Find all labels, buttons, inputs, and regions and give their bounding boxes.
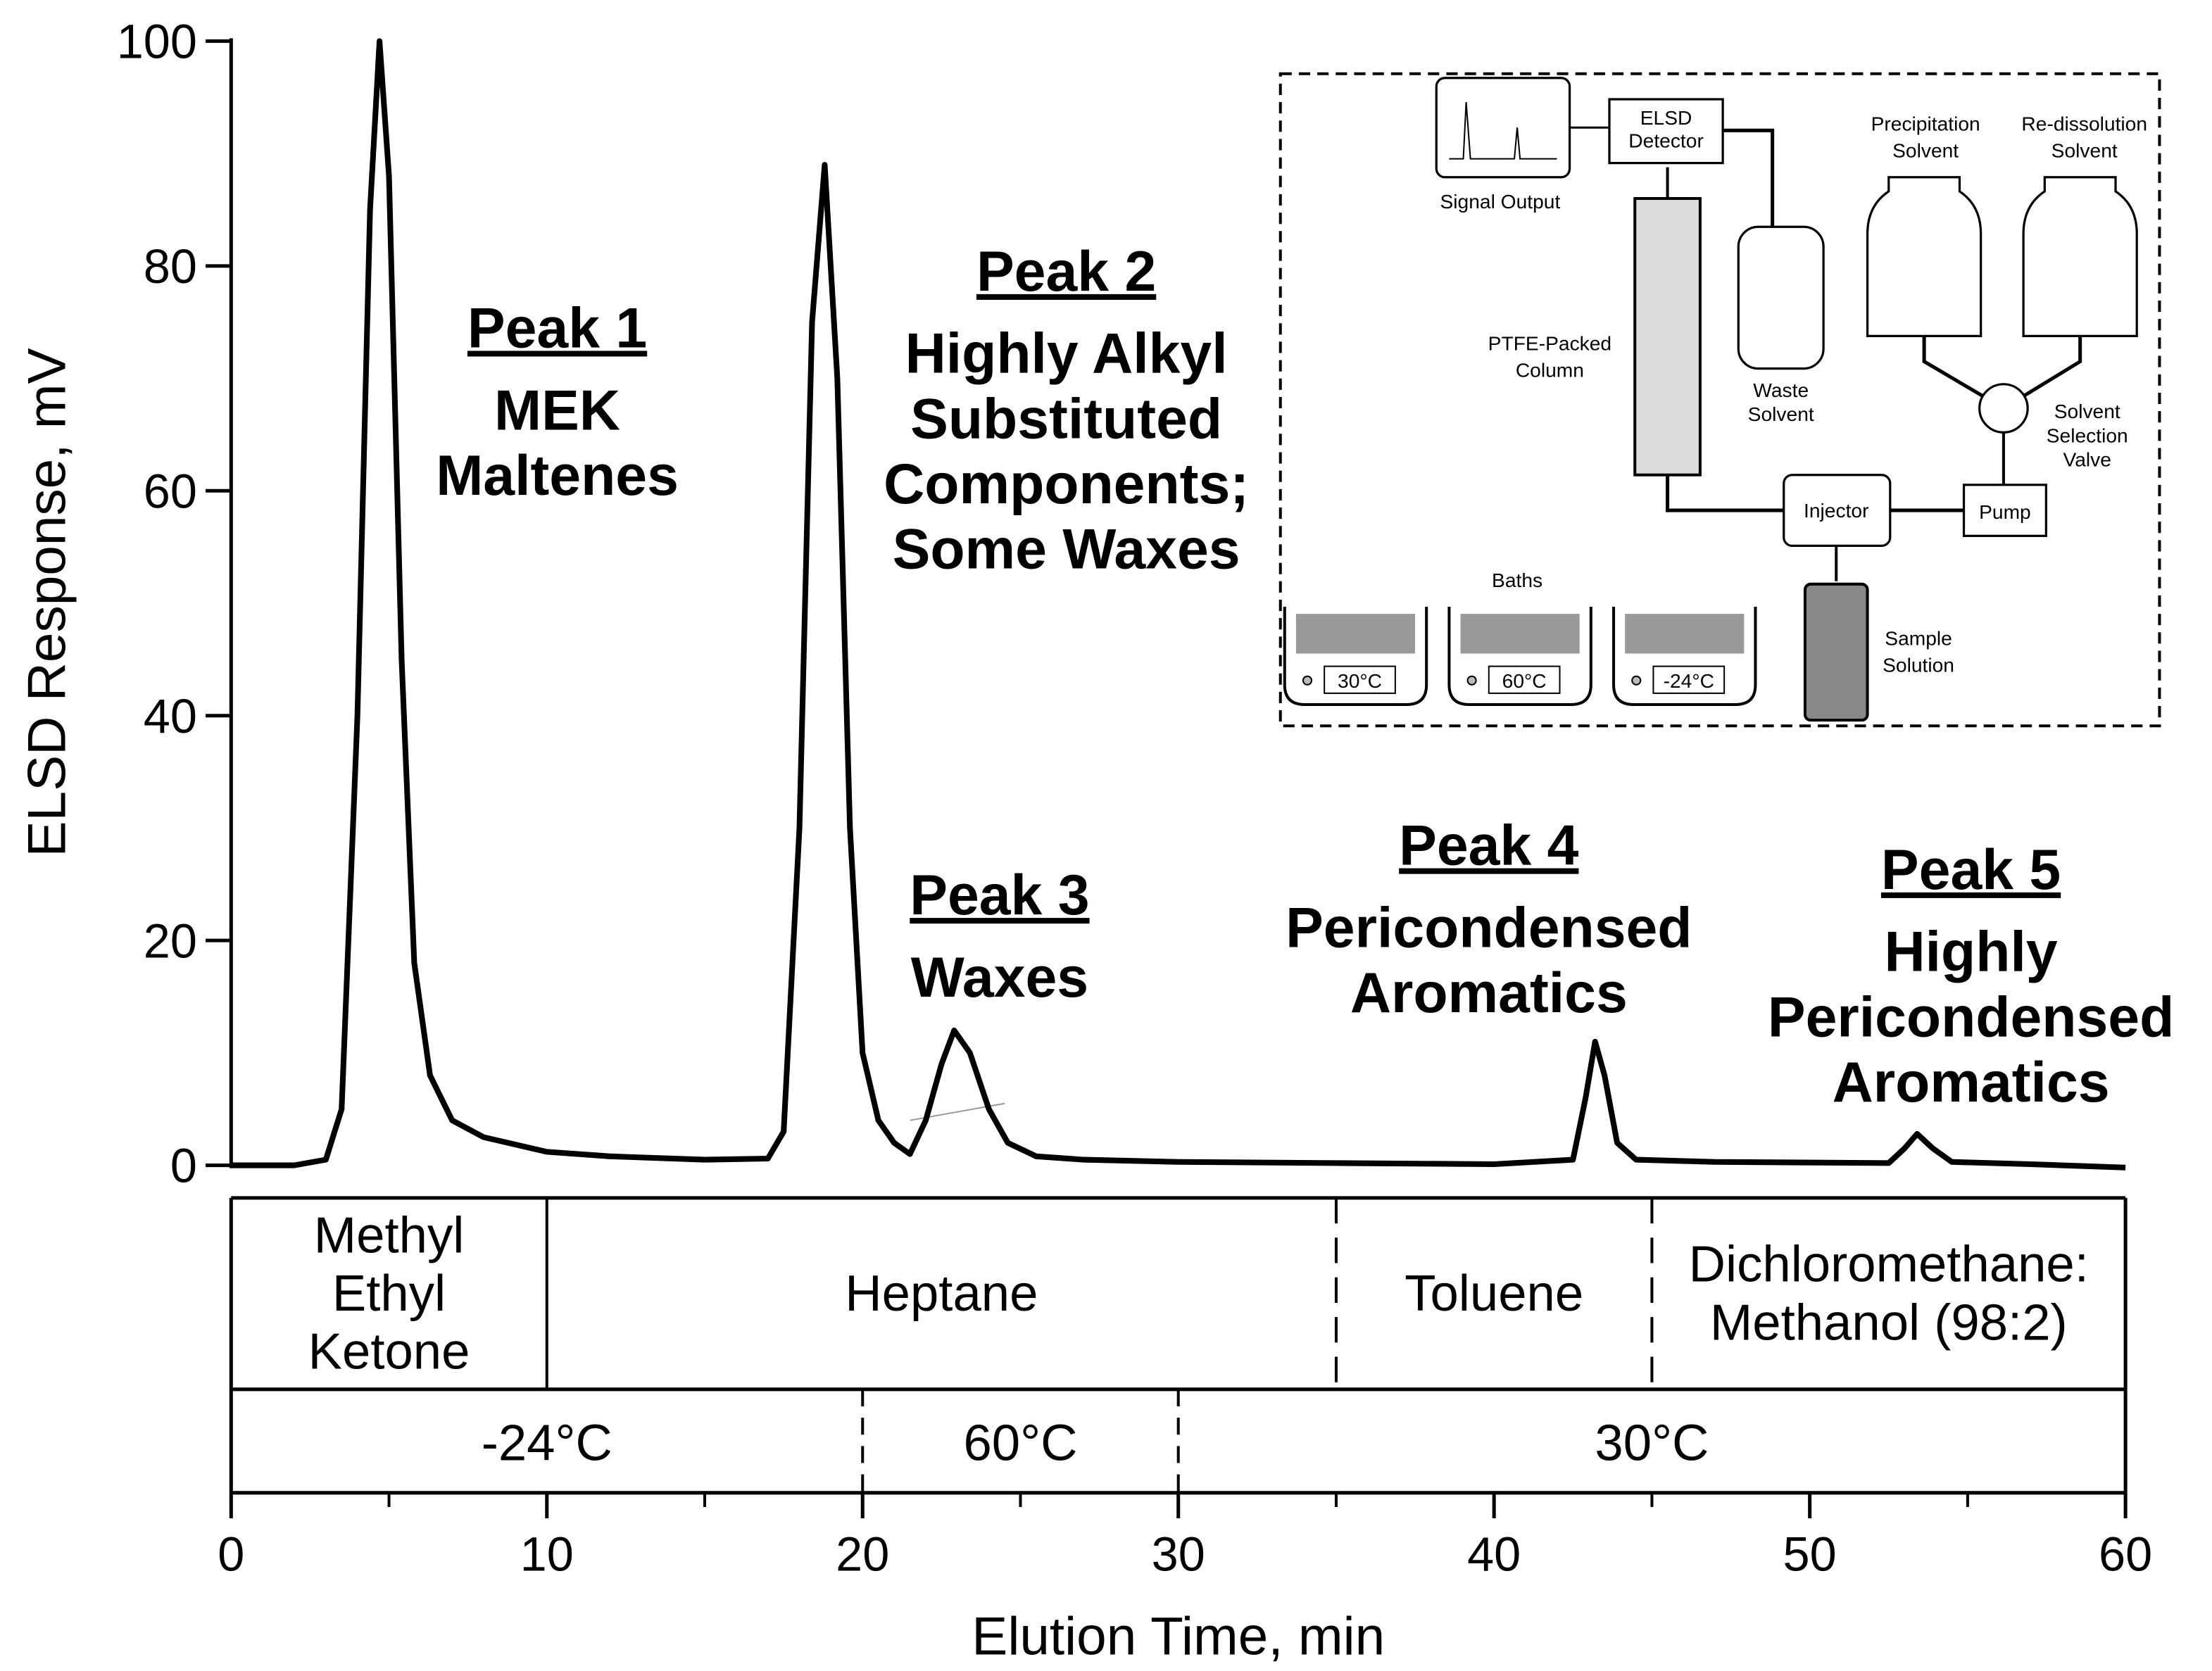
- x-axis-label: Elution Time, min: [972, 1606, 1385, 1666]
- bath-liquid: [1460, 614, 1580, 654]
- detector-box: [1608, 98, 1724, 165]
- inset-label: Solvent: [1892, 139, 1959, 162]
- inset-label: Column: [1516, 359, 1584, 382]
- bath-label-box: [1652, 665, 1726, 694]
- x-tick-label: 40: [1467, 1527, 1521, 1582]
- solvent-label: Heptane: [845, 1265, 1038, 1322]
- x-tick-label: 10: [520, 1527, 574, 1582]
- solvent-label: Dichloromethane:: [1689, 1236, 2089, 1293]
- bath-liquid: [1625, 614, 1745, 654]
- waste-vessel: [1737, 225, 1825, 370]
- inset-label: Detector: [1628, 129, 1704, 151]
- inset-label: Solvent: [2051, 139, 2118, 162]
- sample-vial: [1803, 582, 1869, 722]
- y-tick-label: 100: [117, 15, 197, 69]
- connector: [1922, 336, 2005, 410]
- inset-label: Selection: [2047, 424, 2128, 446]
- inset-label: ELSD: [1640, 106, 1692, 129]
- x-tick-label: 60: [2099, 1527, 2152, 1582]
- inset-label: Sample: [1885, 626, 1952, 649]
- bath-label-box: [1324, 665, 1396, 694]
- inset-label: Signal Output: [1440, 190, 1561, 213]
- bath-dot: [1302, 675, 1313, 686]
- inset-label: Solvent: [2054, 400, 2120, 422]
- connector: [1666, 474, 1784, 512]
- column: [1633, 196, 1702, 477]
- x-tick-label: 50: [1783, 1527, 1837, 1582]
- bath-temp: -24°C: [1664, 669, 1714, 692]
- y-tick-label: 20: [144, 914, 197, 968]
- connector: [1723, 128, 1775, 227]
- y-axis-label: ELSD Response, mV: [18, 348, 77, 857]
- bath-temp: 30°C: [1338, 669, 1382, 692]
- inset-label: Solution: [1883, 654, 1954, 676]
- annotation-text: Pericondensed: [1286, 896, 1692, 959]
- connector: [2002, 336, 2082, 410]
- annotation-text: Maltenes: [436, 444, 679, 507]
- inset-label: PTFE-Packed: [1488, 332, 1611, 354]
- annotation-text: Aromatics: [1833, 1051, 2110, 1114]
- annotation-title: Peak 4: [1399, 814, 1578, 878]
- inset-label: Valve: [2063, 448, 2111, 471]
- solvent-label: Ethyl: [332, 1265, 446, 1322]
- solvent-bottle: [1866, 176, 1982, 337]
- bath-temp: 60°C: [1502, 669, 1547, 692]
- bath-dot: [1466, 675, 1477, 686]
- inset-label: Re-dissolution: [2021, 112, 2147, 134]
- x-tick-label: 20: [836, 1527, 889, 1582]
- annotation-text: Highly: [1885, 921, 2058, 984]
- solvent-label: Methanol (98:2): [1710, 1294, 2068, 1351]
- annotation-text: Components;: [884, 453, 1249, 516]
- annotation-title: Peak 5: [1881, 838, 2061, 902]
- annotation-text: MEK: [494, 379, 620, 442]
- inset-label: Baths: [1492, 569, 1542, 591]
- solvent-label: Ketone: [308, 1323, 470, 1380]
- y-tick-label: 60: [144, 464, 197, 518]
- valve: [1978, 383, 2029, 434]
- solvent-bottle: [2022, 176, 2138, 337]
- annotation-text: Some Waxes: [893, 518, 1240, 581]
- annotation-title: Peak 1: [467, 296, 647, 360]
- temperature-label: -24°C: [482, 1415, 612, 1472]
- annotation-text: Waxes: [911, 946, 1088, 1009]
- inset-label: Precipitation: [1871, 112, 1980, 134]
- annotation-text: Substituted: [910, 387, 1222, 450]
- bath-dot: [1631, 675, 1642, 686]
- x-tick-label: 30: [1152, 1527, 1205, 1582]
- solvent-label: Methyl: [314, 1206, 465, 1263]
- temperature-label: 30°C: [1595, 1415, 1709, 1472]
- inset-label: Injector: [1804, 499, 1868, 522]
- solvent-label: Toluene: [1405, 1265, 1583, 1322]
- inset-label: Pump: [1979, 500, 2031, 523]
- y-tick-label: 0: [170, 1139, 197, 1193]
- annotation-title: Peak 2: [976, 240, 1156, 303]
- inset-label: Solvent: [1748, 403, 1814, 425]
- annotation-text: Pericondensed: [1768, 985, 2174, 1049]
- monitor-trace: [1449, 101, 1557, 160]
- y-tick-label: 40: [144, 689, 197, 743]
- y-tick-label: 80: [144, 239, 197, 294]
- temperature-label: 60°C: [963, 1415, 1077, 1472]
- annotation-text: Aromatics: [1350, 961, 1628, 1025]
- bath-label-box: [1488, 665, 1561, 694]
- monitor: [1435, 77, 1571, 179]
- inset-diagram: Signal Output ELSD Detector PTFE-Packed …: [1278, 72, 2161, 728]
- bath-liquid: [1295, 614, 1416, 654]
- annotation-text: Highly Alkyl: [905, 322, 1228, 386]
- x-tick-label: 0: [218, 1527, 244, 1582]
- annotation-title: Peak 3: [910, 864, 1089, 927]
- chromatogram: [231, 38, 2126, 1171]
- inset-label: Waste: [1753, 379, 1809, 401]
